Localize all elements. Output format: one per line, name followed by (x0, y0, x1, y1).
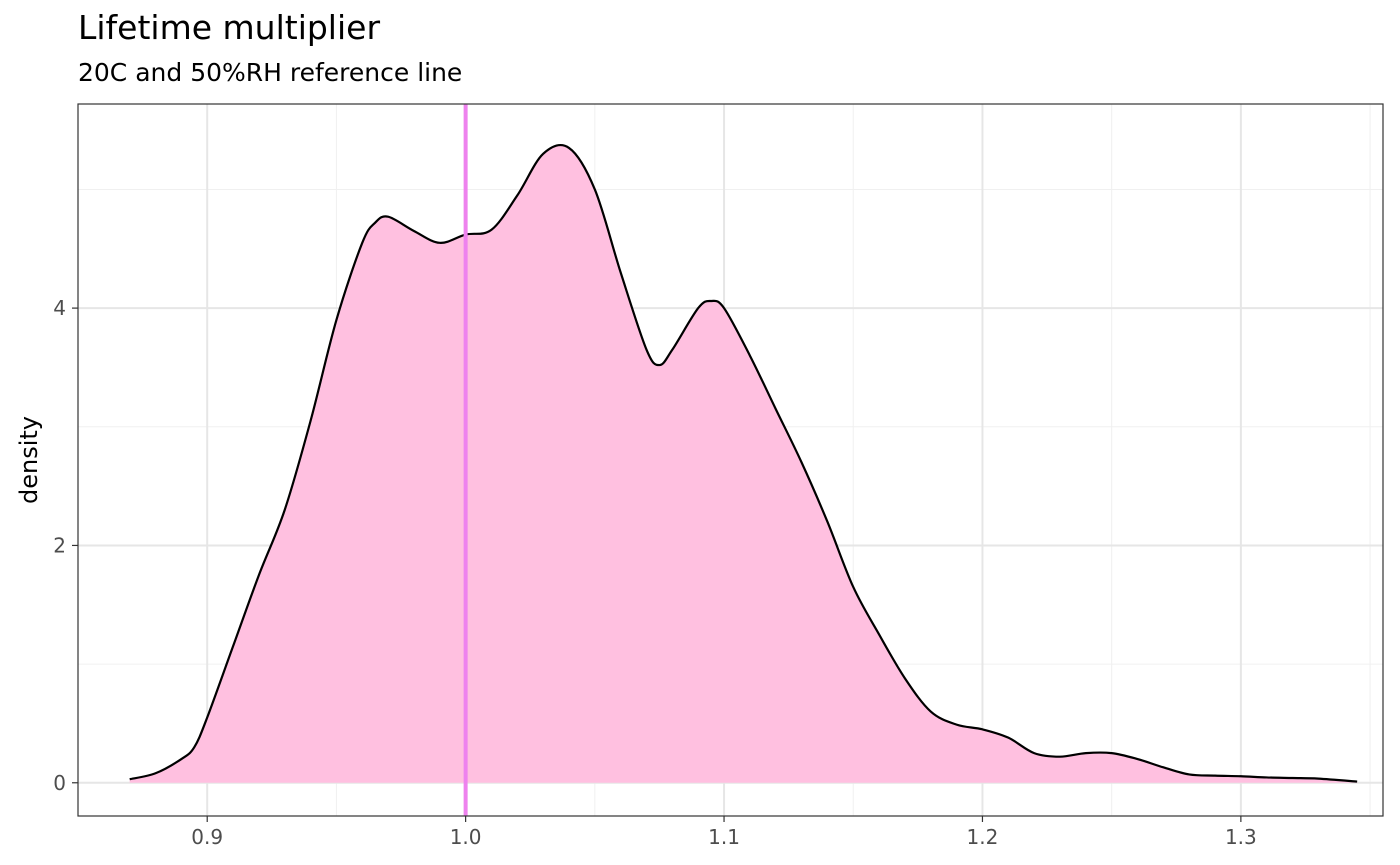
y-tick-label: 2 (53, 533, 66, 557)
y-tick-label: 0 (53, 771, 66, 795)
axes: 0.9 1.0 1.1 1.2 1.3 0 2 4 (53, 296, 1257, 849)
panel-border (77, 103, 1384, 817)
y-axis-title: density (15, 416, 43, 504)
x-tick-label: 0.9 (191, 825, 223, 849)
x-tick-label: 1.2 (967, 825, 999, 849)
x-tick-label: 1.3 (1225, 825, 1257, 849)
chart-subtitle: 20C and 50%RH reference line (78, 58, 463, 87)
data-layer (129, 143, 1358, 783)
x-tick-label: 1.0 (450, 825, 482, 849)
x-tick-label: 1.1 (708, 825, 740, 849)
y-tick-label: 4 (53, 296, 66, 320)
density-line (129, 143, 1358, 783)
chart-title: Lifetime multiplier (78, 8, 381, 47)
density-area (129, 145, 1358, 783)
